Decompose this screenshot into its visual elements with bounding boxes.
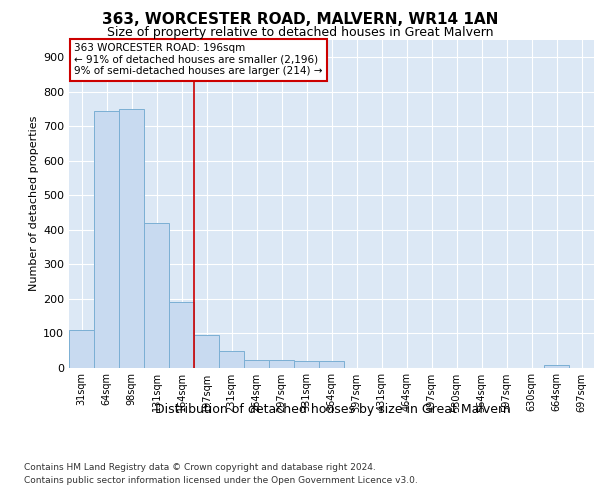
- Bar: [144, 222, 169, 368]
- Bar: [219, 351, 244, 368]
- Text: 363 WORCESTER ROAD: 196sqm
← 91% of detached houses are smaller (2,196)
9% of se: 363 WORCESTER ROAD: 196sqm ← 91% of deta…: [74, 44, 323, 76]
- Text: Distribution of detached houses by size in Great Malvern: Distribution of detached houses by size …: [155, 402, 511, 415]
- Bar: [169, 302, 194, 368]
- Bar: [269, 360, 294, 368]
- Bar: [119, 109, 144, 368]
- Bar: [294, 362, 319, 368]
- Text: Contains HM Land Registry data © Crown copyright and database right 2024.: Contains HM Land Registry data © Crown c…: [24, 462, 376, 471]
- Bar: [244, 360, 269, 368]
- Bar: [319, 362, 344, 368]
- Y-axis label: Number of detached properties: Number of detached properties: [29, 116, 39, 292]
- Bar: [544, 364, 569, 368]
- Text: 363, WORCESTER ROAD, MALVERN, WR14 1AN: 363, WORCESTER ROAD, MALVERN, WR14 1AN: [102, 12, 498, 28]
- Bar: [69, 330, 94, 368]
- Bar: [194, 335, 219, 368]
- Bar: [94, 110, 119, 368]
- Text: Size of property relative to detached houses in Great Malvern: Size of property relative to detached ho…: [107, 26, 493, 39]
- Text: Contains public sector information licensed under the Open Government Licence v3: Contains public sector information licen…: [24, 476, 418, 485]
